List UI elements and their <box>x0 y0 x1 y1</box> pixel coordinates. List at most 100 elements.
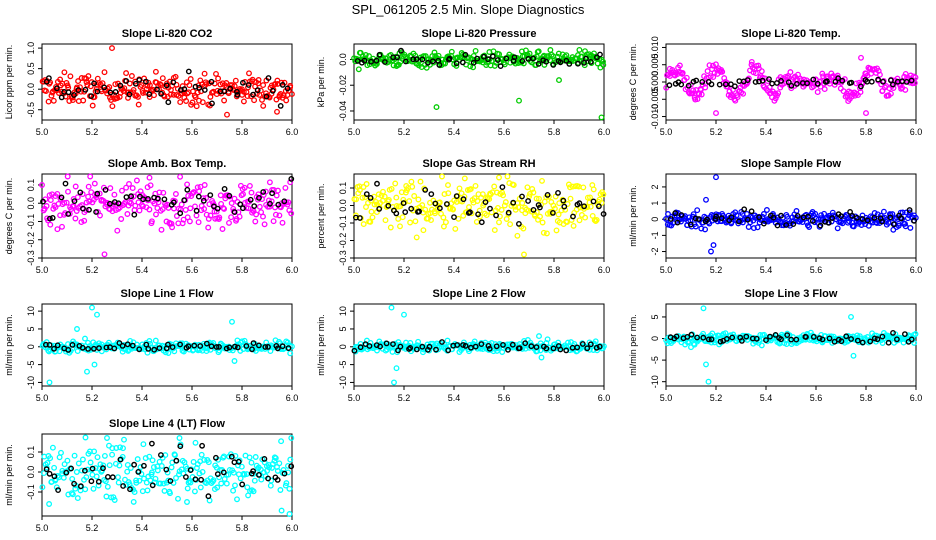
data-point <box>272 455 279 462</box>
data-point <box>215 75 222 82</box>
data-point-reference <box>231 209 238 216</box>
data-point-reference <box>783 222 790 228</box>
data-point-reference <box>763 337 769 343</box>
x-tick-label: 5.8 <box>236 523 249 533</box>
data-point-reference <box>269 87 276 94</box>
x-tick-label: 5.0 <box>660 393 673 403</box>
data-point-reference <box>530 206 537 213</box>
data-point-reference <box>208 343 215 350</box>
data-point <box>526 50 533 57</box>
data-point-outlier <box>703 196 709 203</box>
data-point-reference <box>149 482 156 489</box>
data-point <box>752 70 759 77</box>
data-point-reference <box>436 205 443 212</box>
data-point-outlier <box>848 313 854 320</box>
data-point <box>826 78 833 85</box>
data-point-reference <box>732 83 738 90</box>
data-point <box>150 464 157 471</box>
data-point <box>570 222 577 229</box>
x-tick-label: 6.0 <box>598 127 611 137</box>
data-point <box>369 214 376 221</box>
x-tick-label: 5.4 <box>448 127 461 137</box>
data-point-reference <box>79 344 86 351</box>
data-point-reference <box>254 87 261 94</box>
data-point <box>71 452 78 459</box>
data-point <box>144 487 151 494</box>
data-point-reference <box>486 345 493 352</box>
x-tick-label: 5.2 <box>710 265 723 275</box>
data-point <box>902 86 909 93</box>
data-point-reference <box>729 334 736 341</box>
data-point <box>201 182 208 188</box>
data-point-reference <box>433 346 439 353</box>
data-point <box>775 90 782 97</box>
data-point-reference <box>132 80 139 87</box>
data-point-reference <box>557 59 564 66</box>
data-point <box>479 191 486 198</box>
data-point <box>187 76 194 82</box>
data-point-reference <box>467 209 473 216</box>
data-point <box>250 488 257 495</box>
data-point-reference <box>94 190 101 197</box>
data-point <box>192 439 199 446</box>
data-point-reference <box>736 218 742 225</box>
data-point <box>195 219 202 226</box>
data-point-reference <box>214 471 221 477</box>
data-point-reference <box>493 212 499 219</box>
data-point <box>906 209 913 216</box>
data-point <box>112 81 119 88</box>
data-point-reference <box>220 469 227 476</box>
data-point <box>165 350 172 356</box>
data-point <box>174 85 181 92</box>
data-point-reference <box>228 453 235 460</box>
data-point-reference <box>251 203 258 210</box>
data-point-reference <box>699 79 706 85</box>
x-tick-label: 5.4 <box>136 127 149 137</box>
data-point <box>719 68 726 75</box>
data-point <box>253 211 260 218</box>
data-point <box>753 213 760 220</box>
data-point-reference <box>693 77 700 84</box>
data-point-reference <box>123 194 130 201</box>
data-point <box>128 73 135 79</box>
data-point-reference <box>489 53 496 60</box>
data-point-reference <box>509 341 516 348</box>
data-point <box>89 102 96 109</box>
data-point <box>448 48 455 55</box>
data-point <box>123 184 130 191</box>
data-point-reference <box>158 90 165 97</box>
data-point-reference <box>478 341 485 347</box>
data-point-reference <box>177 210 184 217</box>
data-point <box>748 58 755 65</box>
data-point-reference <box>543 58 550 65</box>
data-point <box>186 218 193 225</box>
data-point <box>69 475 76 482</box>
data-point-reference <box>269 190 275 197</box>
data-point <box>694 207 701 214</box>
data-point <box>260 213 266 220</box>
data-point-reference <box>119 342 126 349</box>
x-tick-label: 6.0 <box>286 523 299 533</box>
x-tick-label: 6.0 <box>286 127 299 137</box>
data-point-reference <box>203 340 210 347</box>
data-point <box>157 480 164 487</box>
data-point <box>87 173 94 180</box>
data-point <box>665 211 671 217</box>
data-point <box>218 480 225 487</box>
data-point <box>51 464 58 471</box>
data-point <box>544 336 551 343</box>
data-point-reference <box>260 189 267 195</box>
data-point <box>240 88 247 95</box>
y-tick-label: 0.000 <box>650 71 660 94</box>
data-point-outlier <box>850 352 857 359</box>
data-point <box>82 335 88 342</box>
data-point-reference <box>247 196 254 203</box>
data-point-reference <box>505 346 511 353</box>
y-tick-label: -0.5 <box>26 102 36 118</box>
data-point-reference <box>65 89 72 96</box>
data-point <box>472 182 479 189</box>
data-point <box>837 85 844 92</box>
data-point-reference <box>871 214 878 221</box>
data-point-reference <box>407 344 414 351</box>
data-point-reference <box>281 470 288 477</box>
